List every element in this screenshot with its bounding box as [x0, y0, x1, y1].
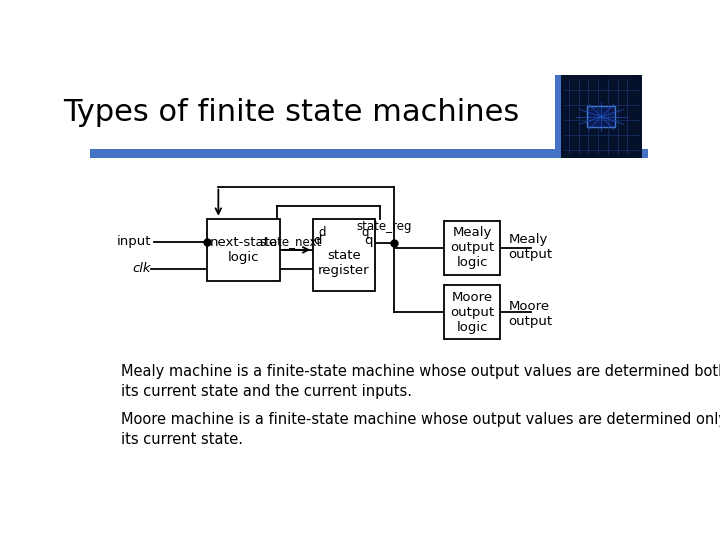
Text: state_reg: state_reg — [357, 220, 413, 233]
Bar — [561, 75, 642, 158]
Text: Mealy
output: Mealy output — [508, 233, 553, 260]
Text: input: input — [117, 235, 151, 248]
Bar — [555, 75, 561, 158]
Text: d          q
state
register: d q state register — [314, 233, 374, 276]
Text: q: q — [361, 226, 369, 239]
Text: Moore
output: Moore output — [508, 300, 553, 328]
Text: Mealy machine is a finite-state machine whose output values are determined both : Mealy machine is a finite-state machine … — [121, 364, 720, 399]
Text: Moore machine is a finite-state machine whose output values are determined only : Moore machine is a finite-state machine … — [121, 412, 720, 447]
Bar — [444, 285, 500, 339]
Text: d: d — [319, 226, 326, 239]
Bar — [207, 219, 280, 281]
Text: next-state
logic: next-state logic — [210, 236, 277, 264]
Bar — [444, 221, 500, 275]
Text: clk: clk — [133, 262, 151, 275]
Bar — [313, 219, 374, 292]
Text: Types of finite state machines: Types of finite state machines — [63, 98, 519, 127]
Text: state_next: state_next — [260, 235, 322, 248]
Bar — [90, 149, 648, 158]
Text: Moore
output
logic: Moore output logic — [450, 291, 495, 334]
Bar — [588, 106, 616, 127]
Text: Mealy
output
logic: Mealy output logic — [450, 226, 495, 269]
